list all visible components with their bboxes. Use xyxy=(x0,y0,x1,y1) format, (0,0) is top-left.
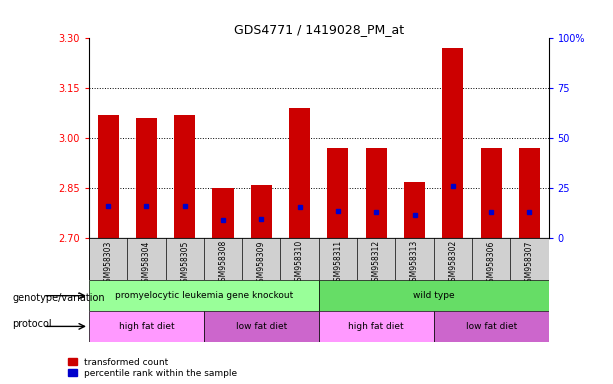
Legend: transformed count, percentile rank within the sample: transformed count, percentile rank withi… xyxy=(66,356,239,379)
Text: GSM958302: GSM958302 xyxy=(448,240,457,286)
Text: wild type: wild type xyxy=(413,291,454,300)
Text: high fat diet: high fat diet xyxy=(348,322,404,331)
Bar xyxy=(404,182,425,238)
Text: GSM958308: GSM958308 xyxy=(218,240,227,286)
Bar xyxy=(89,311,204,342)
Text: promyelocytic leukemia gene knockout: promyelocytic leukemia gene knockout xyxy=(115,291,293,300)
Bar xyxy=(434,311,549,342)
Bar xyxy=(174,115,195,238)
Text: GSM958309: GSM958309 xyxy=(257,240,266,286)
Bar xyxy=(319,280,549,311)
Text: GSM958312: GSM958312 xyxy=(371,240,381,286)
Bar xyxy=(289,108,310,238)
Bar xyxy=(519,148,540,238)
Bar xyxy=(319,311,434,342)
Bar xyxy=(89,238,549,280)
Bar xyxy=(136,118,157,238)
Bar xyxy=(366,148,387,238)
Text: GSM958303: GSM958303 xyxy=(104,240,113,286)
Text: GSM958313: GSM958313 xyxy=(410,240,419,286)
Bar xyxy=(89,280,319,311)
Text: GSM958304: GSM958304 xyxy=(142,240,151,286)
Text: GSM958306: GSM958306 xyxy=(487,240,496,286)
Bar xyxy=(204,311,319,342)
Bar xyxy=(251,185,272,238)
Text: GSM958311: GSM958311 xyxy=(333,240,343,286)
Title: GDS4771 / 1419028_PM_at: GDS4771 / 1419028_PM_at xyxy=(234,23,404,36)
Text: GSM958310: GSM958310 xyxy=(295,240,304,286)
Text: GSM958305: GSM958305 xyxy=(180,240,189,286)
Text: protocol: protocol xyxy=(12,319,52,329)
Bar xyxy=(327,148,348,238)
Text: high fat diet: high fat diet xyxy=(118,322,174,331)
Text: GSM958307: GSM958307 xyxy=(525,240,534,286)
Bar xyxy=(213,188,234,238)
Bar xyxy=(481,148,501,238)
Bar xyxy=(97,115,118,238)
Text: low fat diet: low fat diet xyxy=(235,322,287,331)
Text: low fat diet: low fat diet xyxy=(465,322,517,331)
Text: genotype/variation: genotype/variation xyxy=(12,293,105,303)
Bar xyxy=(443,48,463,238)
